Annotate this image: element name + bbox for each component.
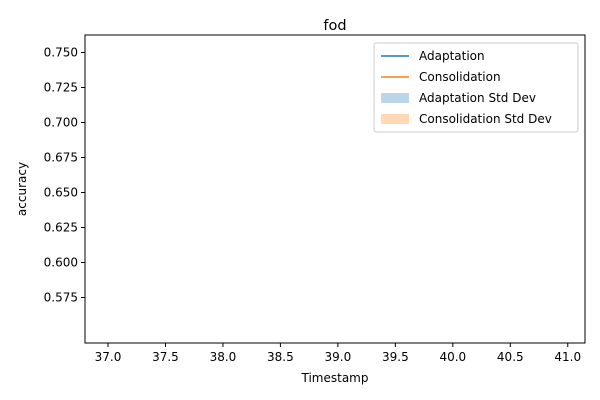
- y-axis: 0.575 0.600 0.625 0.650 0.675 0.700 0.725 0.750: [44, 46, 85, 305]
- x-axis: 37.0 37.5 38.0 38.5 39.0 39.5 40.0 40.5 41.0: [95, 343, 581, 364]
- y-axis-label: accuracy: [15, 162, 29, 216]
- y-tick-label: 0.675: [44, 151, 78, 165]
- x-tick-label: 40.5: [497, 350, 524, 364]
- y-tick-label: 0.750: [44, 46, 78, 60]
- x-tick-label: 37.5: [152, 350, 179, 364]
- plot-area: [84, 34, 586, 344]
- y-tick-label: 0.725: [44, 81, 78, 95]
- legend-label: Adaptation Std Dev: [419, 91, 536, 105]
- legend-band-swatch: [381, 114, 409, 124]
- legend-label: Consolidation: [419, 70, 501, 84]
- x-axis-label: Timestamp: [301, 371, 369, 385]
- x-tick-label: 37.0: [95, 350, 122, 364]
- legend: Adaptation Consolidation Adaptation Std De…: [373, 42, 579, 133]
- x-tick-label: 38.0: [210, 350, 237, 364]
- legend-band-swatch: [381, 93, 409, 103]
- x-tick-label: 41.0: [554, 350, 581, 364]
- y-tick-label: 0.600: [44, 256, 78, 270]
- chart-title: fod: [323, 18, 346, 34]
- legend-label: Consolidation Std Dev: [419, 112, 552, 126]
- x-tick-label: 39.5: [382, 350, 409, 364]
- legend-label: Adaptation: [419, 49, 485, 63]
- y-tick-label: 0.625: [44, 221, 78, 235]
- legend-box: [373, 42, 579, 133]
- x-tick-label: 39.0: [325, 350, 352, 364]
- y-tick-label: 0.700: [44, 116, 78, 130]
- x-tick-label: 38.5: [267, 350, 294, 364]
- y-tick-label: 0.575: [44, 291, 78, 305]
- y-tick-label: 0.650: [44, 186, 78, 200]
- x-tick-label: 40.0: [439, 350, 466, 364]
